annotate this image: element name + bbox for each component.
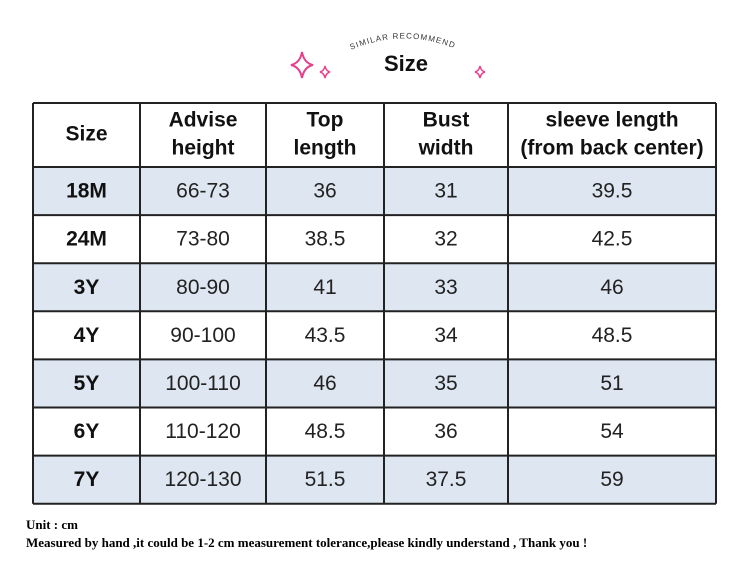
title: Size [384,51,428,76]
row-label: 18M [66,180,107,203]
column-header: Top [307,109,344,132]
arc-text-path: SIMILAR RECOMMEND [348,32,456,52]
cell: 31 [434,180,457,203]
column-header: height [172,137,235,160]
cell: 33 [434,276,457,299]
cell: 48.5 [592,324,633,347]
cell: 90-100 [170,324,235,347]
size-table: Size Advise height Top length Bust width sleeve… [32,102,717,505]
cell: 51 [600,372,623,395]
cell: 38.5 [305,228,346,251]
cell: 34 [434,324,458,347]
cell: 46 [313,372,336,395]
sparkle [319,65,331,79]
cell: 51.5 [305,468,346,491]
row-shade [33,359,716,408]
cell: 35 [434,372,457,395]
cell: 110-120 [165,420,241,443]
column-header: length [294,137,357,160]
unit-note: Unit : cm [26,517,78,532]
cell: 54 [600,420,624,443]
cell: 39.5 [592,180,633,203]
row-label: 4Y [74,324,100,347]
cell: 46 [600,276,623,299]
row-label: 5Y [74,372,100,395]
row-label: 3Y [74,276,100,299]
sparkle [290,51,314,79]
arc-text: SIMILAR RECOMMEND [348,32,457,52]
cell: 42.5 [592,228,633,251]
column-header: Bust [423,109,470,132]
cell: 36 [313,180,336,203]
cell: 32 [434,228,457,251]
cell: 48.5 [305,420,346,443]
column-header: Advise [169,109,238,132]
cell: 43.5 [305,324,346,347]
row-label: 6Y [74,420,100,443]
column-header: Size [65,123,107,146]
cell: 66-73 [176,180,230,203]
cell: 80-90 [176,276,230,299]
row-shade [33,263,716,312]
cell: 36 [434,420,457,443]
cell: 100-110 [165,372,241,395]
row-shade [33,455,716,504]
column-header: width [418,137,474,160]
cell: 120-130 [164,468,241,491]
tolerance-note: Measured by hand ,it could be 1-2 cm mea… [26,535,587,550]
cell: 37.5 [426,468,467,491]
row-shade [33,167,716,216]
column-header: (from back center) [520,137,703,160]
row-label: 7Y [74,468,100,491]
cell: 59 [600,468,623,491]
row-label: 24M [66,228,107,251]
sparkle [474,65,486,79]
cell: 41 [313,276,336,299]
cell: 73-80 [176,228,230,251]
column-header: sleeve length [545,109,678,132]
